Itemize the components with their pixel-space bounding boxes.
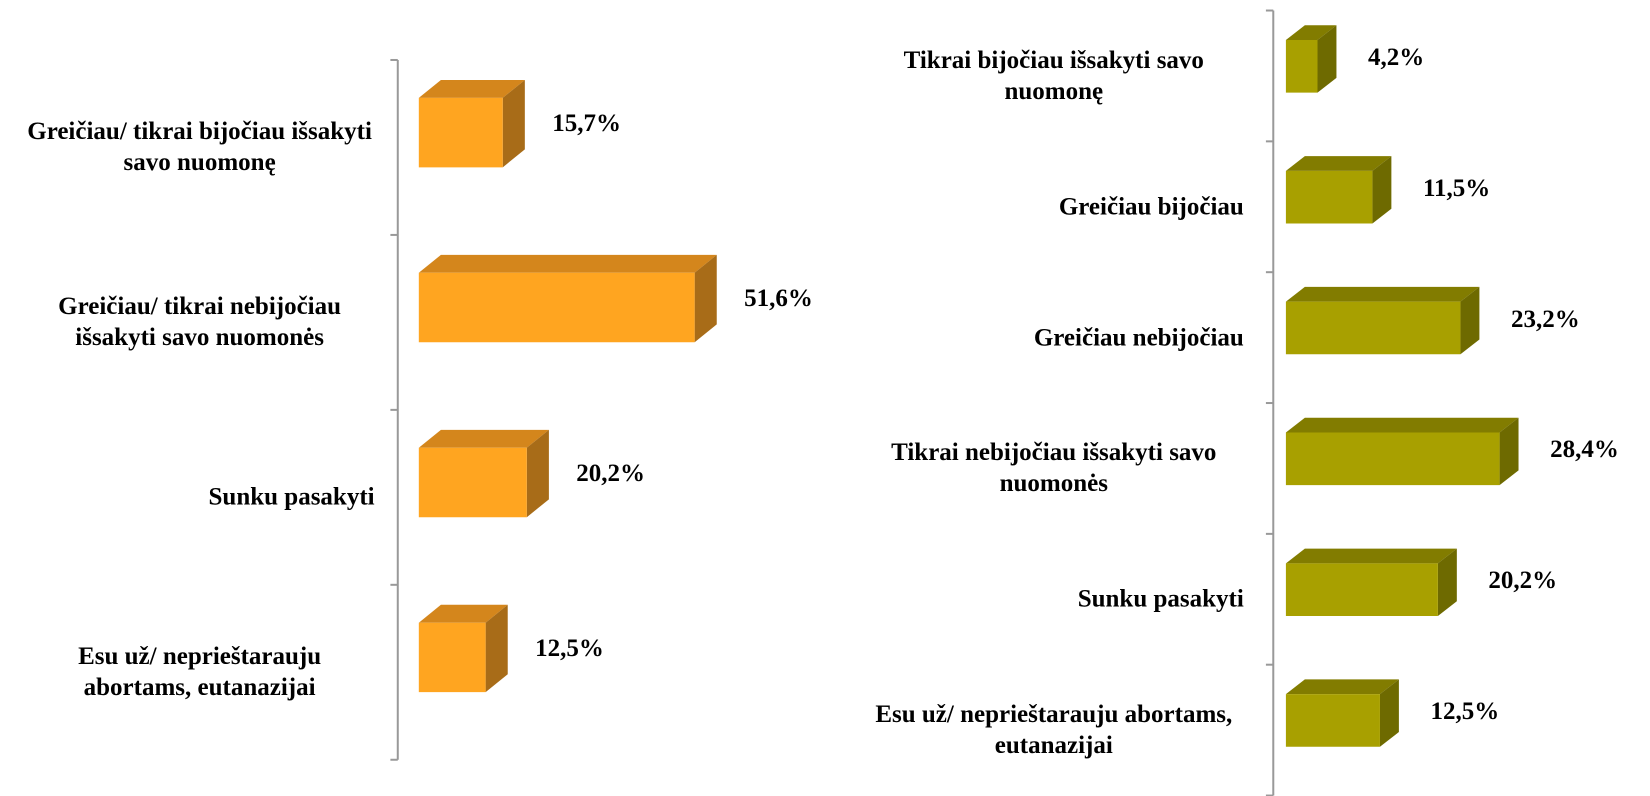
bar-front [418, 622, 486, 693]
bar [1285, 286, 1480, 355]
value-label: 12,5% [1430, 698, 1500, 726]
bar-top [1285, 25, 1337, 40]
value-label: 15,7% [552, 110, 621, 138]
value-label: 20,2% [576, 460, 645, 488]
bar-side [694, 254, 717, 343]
bar-top [1285, 417, 1519, 433]
category-text: Greičiau nebijočiau [1033, 324, 1244, 352]
bar [418, 429, 549, 518]
bar-top [1285, 679, 1399, 695]
category-text: Greičiau/ tikrai bijočiau išsakyti savo … [27, 118, 372, 177]
bar-front [1285, 170, 1373, 224]
bar [1285, 25, 1337, 93]
category-label: Tikrai bijočiau išsakyti savo nuomonę [823, 45, 1244, 107]
bar-side [502, 79, 525, 168]
bar-top [418, 79, 525, 98]
bar-front [1285, 563, 1438, 616]
bar-front [418, 447, 527, 518]
category-label: Esu už/ neprieštarauju abortams, eutanaz… [823, 699, 1244, 761]
bar-front [418, 272, 695, 343]
category-label: Tikrai nebijočiau išsakyti savo nuomonės [823, 437, 1244, 499]
bar [1285, 156, 1392, 224]
bar [1285, 679, 1399, 747]
bar-top [418, 429, 549, 448]
bar-front [418, 97, 503, 168]
value-label: 4,2% [1368, 43, 1425, 71]
bar-side [1317, 25, 1337, 93]
bar-side [526, 429, 549, 518]
bar-side [485, 604, 508, 693]
category-text: Tikrai bijočiau išsakyti savo nuomonę [903, 46, 1204, 105]
value-label: 20,2% [1488, 567, 1558, 595]
bar-top [1285, 286, 1480, 302]
category-label: Greičiau bijočiau [823, 191, 1244, 222]
bar [1285, 417, 1519, 486]
category-label: Greičiau/ tikrai bijočiau išsakyti savo … [0, 116, 375, 178]
value-label: 12,5% [535, 635, 604, 662]
bar-side [1379, 679, 1399, 747]
bar-front [1285, 301, 1461, 355]
bar-top [1285, 548, 1457, 564]
bar-front [1285, 39, 1318, 93]
category-label: Sunku pasakyti [0, 482, 375, 513]
bar-front [1285, 694, 1380, 747]
category-text: Sunku pasakyti [1077, 585, 1244, 613]
bar-side [1372, 156, 1392, 224]
bar-side [1499, 417, 1519, 486]
value-label: 51,6% [744, 285, 813, 313]
category-text: Esu už/ neprieštarauju abortams, eutanaz… [875, 701, 1233, 760]
category-text: Greičiau bijočiau [1058, 193, 1244, 221]
bar-side [1460, 286, 1480, 355]
category-label: Sunku pasakyti [823, 584, 1244, 615]
bar [418, 79, 525, 168]
category-text: Sunku pasakyti [208, 483, 375, 511]
value-label: 11,5% [1422, 174, 1491, 202]
bar-front [1285, 432, 1500, 486]
bar-top [418, 604, 508, 623]
bar-side [1437, 548, 1457, 616]
category-label: Greičiau/ tikrai nebijočiau išsakyti sav… [0, 291, 375, 353]
category-label: Esu už/ neprieštarauju abortams, eutanaz… [0, 641, 375, 703]
category-label: Greičiau nebijočiau [823, 322, 1244, 353]
bar [418, 254, 717, 343]
value-label: 23,2% [1510, 305, 1580, 333]
bar [1285, 548, 1457, 616]
category-text: Greičiau/ tikrai nebijočiau išsakyti sav… [58, 293, 342, 352]
bar-top [418, 254, 717, 273]
bar-top [1285, 156, 1392, 171]
category-text: Tikrai nebijočiau išsakyti savo nuomonės [891, 439, 1217, 498]
value-label: 28,4% [1550, 436, 1619, 464]
bar [418, 604, 508, 693]
category-text: Esu už/ neprieštarauju abortams, eutanaz… [78, 643, 322, 702]
